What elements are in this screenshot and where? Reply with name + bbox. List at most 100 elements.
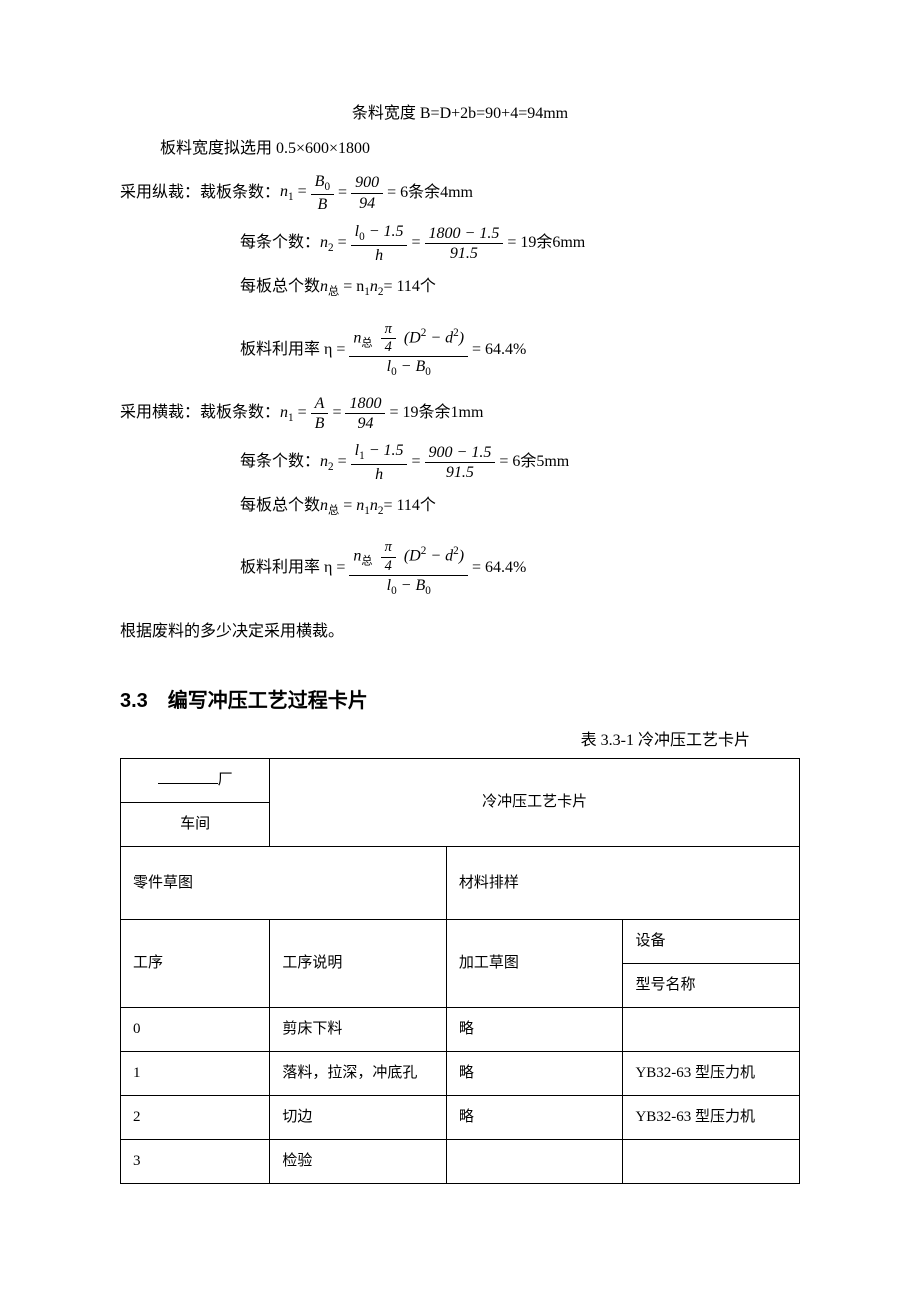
n1-f1-den: B [313, 195, 331, 214]
process-card-table: 厂 冷冲压工艺卡片 车间 零件草图 材料排样 工序 工序说明 加工草图 设备 型… [120, 758, 800, 1184]
n2-result: = 19余6mm [507, 229, 585, 258]
table-row: 3 检验 [121, 1140, 800, 1184]
util-frac-h: n总 π 4 (D2 − d2) l0 − B0 [349, 539, 468, 598]
vertical-util-line: 板料利用率 η = n总 π 4 (D2 − d2) l0 − B0 = 64.… [120, 321, 800, 380]
hn1-f1-num: A [311, 394, 329, 414]
hn2-result: = 6余5mm [499, 448, 569, 477]
material-layout-cell: 材料排样 [446, 847, 799, 920]
hn1-frac2: 1800 94 [345, 394, 385, 433]
cell-n: 2 [121, 1096, 270, 1140]
table-row: 0 剪床下料 略 [121, 1008, 800, 1052]
util-D: D [409, 329, 421, 346]
n2-var: n [320, 234, 328, 251]
util-frac-v: n总 π 4 (D2 − d2) l0 − B0 [349, 321, 468, 380]
hn1-f1-den: B [311, 414, 329, 433]
n2-sub: 2 [328, 242, 334, 254]
n1-sub: 1 [288, 192, 294, 204]
table-row: 1 落料，拉深，冲底孔 略 YB32-63 型压力机 [121, 1052, 800, 1096]
eq1a: = [338, 179, 347, 208]
cell-equip [623, 1008, 800, 1052]
cell-n: 0 [121, 1008, 270, 1052]
row-factory: 厂 冷冲压工艺卡片 [121, 759, 800, 803]
hn2-f1-tail: − 1.5 [365, 442, 404, 459]
horizontal-total-label: 每板总个数 [240, 492, 320, 521]
col-model: 型号名称 [623, 964, 800, 1008]
factory-blank [158, 768, 218, 784]
n2-frac2: 1800 − 1.5 91.5 [425, 224, 504, 263]
vertical-total-label: 每板总个数 [240, 273, 320, 302]
row-sketch-header: 零件草图 材料排样 [121, 847, 800, 920]
n1-var: n [280, 183, 288, 200]
eq2a: = [411, 229, 420, 258]
hntotal-expr: n总 = n1n2 [320, 492, 383, 521]
hn2-frac1: l1 − 1.5 h [351, 441, 408, 484]
horizontal-util-label: 板料利用率 η = [240, 554, 345, 583]
cell-equip [623, 1140, 800, 1184]
util-result-h: = 64.4% [472, 554, 526, 583]
table-caption: 表 3.3-1 冷冲压工艺卡片 [120, 727, 800, 756]
util-result-v: = 64.4% [472, 336, 526, 365]
cell-equip: YB32-63 型压力机 [623, 1096, 800, 1140]
strip-width-line: 条料宽度 B=D+2b=90+4=94mm [120, 100, 800, 129]
hn2-f2-num: 900 − 1.5 [425, 443, 496, 463]
cell-n: 3 [121, 1140, 270, 1184]
ntotal-result: = 114个 [383, 273, 435, 302]
cell-sketch: 略 [446, 1008, 623, 1052]
ntotal-expr: n总 = n1n2 [320, 273, 383, 302]
horizontal-lead: 采用横裁： [120, 399, 200, 428]
col-equip: 设备 [623, 920, 800, 964]
n1-eq: n1 = [280, 178, 307, 207]
cell-desc: 剪床下料 [270, 1008, 447, 1052]
hn2-f1-den: h [371, 465, 387, 484]
vertical-strips-label: 裁板条数： [200, 179, 280, 208]
table-row: 2 切边 略 YB32-63 型压力机 [121, 1096, 800, 1140]
n2-f1-den: h [371, 246, 387, 265]
ntot-mid: = n [339, 278, 364, 295]
n2-f1-tail: − 1.5 [365, 223, 404, 240]
cell-sketch [446, 1140, 623, 1184]
row-col-header-1: 工序 工序说明 加工草图 设备 [121, 920, 800, 964]
vertical-per-label: 每条个数： [240, 229, 320, 258]
decision-line: 根据废料的多少决定采用横裁。 [120, 618, 800, 647]
heq2: = [411, 448, 420, 477]
horizontal-total-line: 每板总个数 n总 = n1n2 = 114个 [120, 492, 800, 521]
ntot-mid2: n [370, 278, 378, 295]
n1-result: = 6条余4mm [387, 179, 473, 208]
col-desc: 工序说明 [270, 920, 447, 1008]
horizontal-strips-line: 采用横裁： 裁板条数： n1 = A B = 1800 94 = 19条余1mm [120, 394, 800, 433]
n1-f1-numsub: 0 [324, 181, 330, 193]
cell-sketch: 略 [446, 1052, 623, 1096]
col-sketch: 加工草图 [446, 920, 623, 1008]
cell-desc: 切边 [270, 1096, 447, 1140]
vertical-util-label: 板料利用率 η = [240, 336, 345, 365]
horizontal-util-line: 板料利用率 η = n总 π 4 (D2 − d2) l0 − B0 = 64.… [120, 539, 800, 598]
n2-f2-num: 1800 − 1.5 [425, 224, 504, 244]
hntotal-result: = 114个 [383, 492, 435, 521]
n1-f2-num: 900 [351, 173, 383, 193]
util-4: 4 [381, 339, 396, 356]
vertical-lead: 采用纵裁： [120, 179, 200, 208]
n2-frac1: l0 − 1.5 h [351, 222, 408, 265]
heq1: = [332, 399, 341, 428]
util-pi: π [381, 321, 396, 339]
cell-desc: 落料，拉深，冲底孔 [270, 1052, 447, 1096]
n1-f1-num: B [315, 173, 325, 190]
part-sketch-cell: 零件草图 [121, 847, 447, 920]
horizontal-strips-label: 裁板条数： [200, 399, 280, 428]
factory-suffix: 厂 [218, 772, 233, 788]
n1-frac1: B0 B [311, 172, 334, 215]
n2-f2-den: 91.5 [446, 244, 482, 263]
hn1-frac1: A B [311, 394, 329, 433]
cell-sketch: 略 [446, 1096, 623, 1140]
cell-n: 1 [121, 1052, 270, 1096]
plate-choice-line: 板料宽度拟选用 0.5×600×1800 [120, 135, 800, 164]
n1-f2-den: 94 [355, 194, 379, 213]
vertical-strips-line: 采用纵裁： 裁板条数： n1 = B0 B = 900 94 = 6条余4mm [120, 172, 800, 215]
n2-eq: n2 = [320, 229, 347, 258]
vertical-per-line: 每条个数： n2 = l0 − 1.5 h = 1800 − 1.5 91.5 … [120, 222, 800, 265]
hn1-f2-den: 94 [353, 414, 377, 433]
card-title-cell: 冷冲压工艺卡片 [270, 759, 800, 847]
util-d: d [445, 329, 453, 346]
hn2-eq: n2 = [320, 448, 347, 477]
cell-desc: 检验 [270, 1140, 447, 1184]
